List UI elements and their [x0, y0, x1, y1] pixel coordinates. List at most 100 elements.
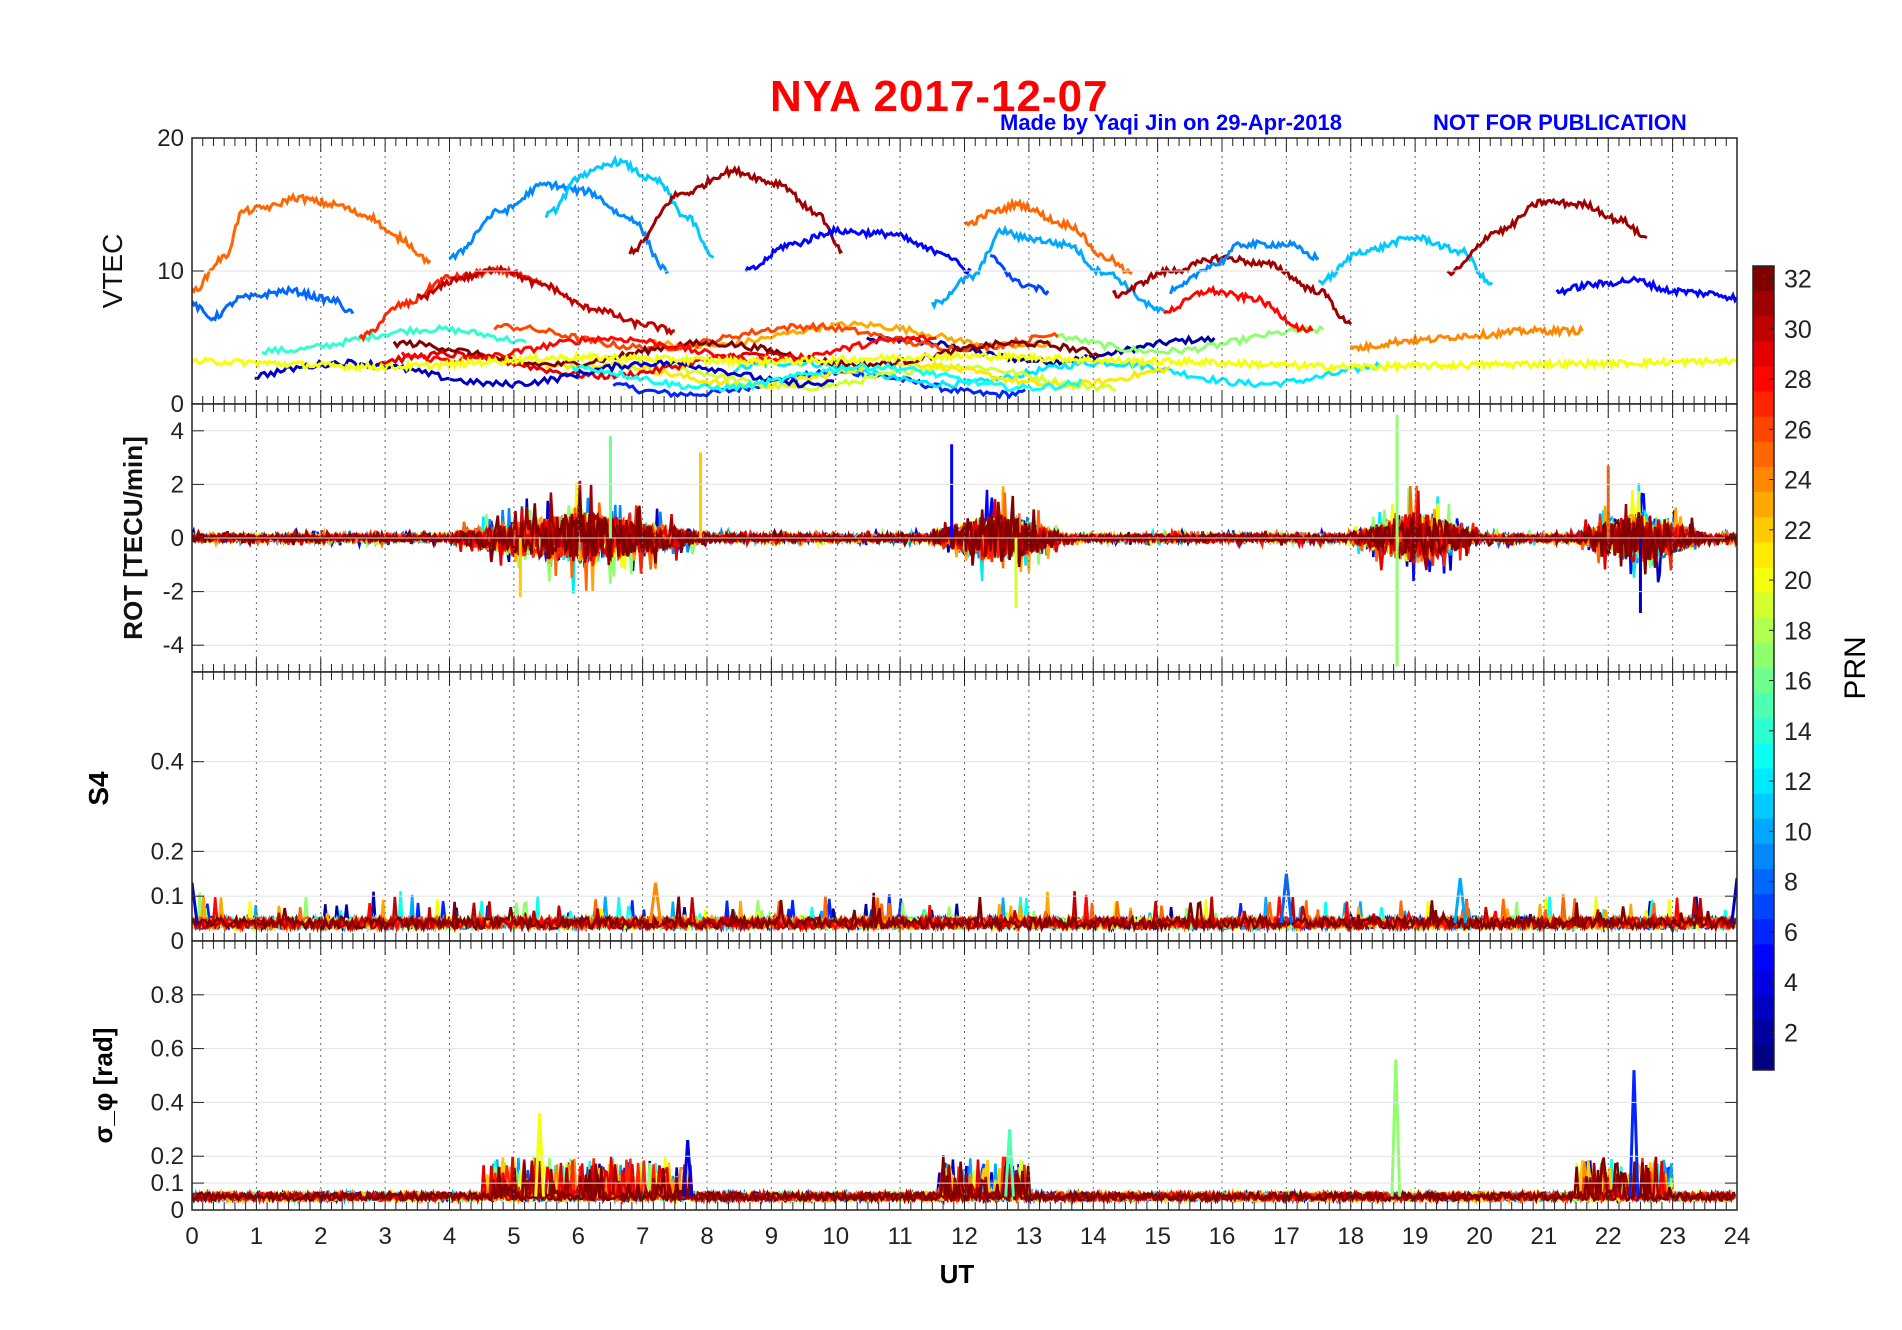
vtec-series-line: [261, 324, 527, 356]
x-tick-label: 19: [1402, 1223, 1429, 1250]
rot-y-tick-label: 2: [171, 471, 184, 498]
vtec-series-line: [392, 338, 1100, 371]
colorbar-swatch: [1753, 266, 1774, 292]
x-tick-label: 14: [1080, 1223, 1107, 1250]
sigma-phi-y-tick-label: 0.8: [151, 982, 184, 1009]
vtec-series-group: [192, 154, 1737, 400]
x-tick-label: 8: [700, 1223, 713, 1250]
x-tick-label: 16: [1209, 1223, 1236, 1250]
colorbar-swatch: [1753, 668, 1774, 694]
colorbar-tick-label: 22: [1784, 517, 1812, 545]
colorbar-swatch: [1753, 517, 1774, 543]
colorbar-tick-label: 12: [1784, 768, 1812, 796]
vtec-series-line: [1055, 324, 1325, 355]
colorbar-tick-label: 18: [1784, 617, 1812, 645]
s4-series-group: [192, 873, 1737, 934]
colorbar-swatch: [1753, 843, 1774, 870]
colorbar-swatch: [1753, 341, 1774, 367]
x-tick-label: 3: [378, 1223, 391, 1250]
colorbar-tick-label: 14: [1784, 718, 1812, 746]
vtec-series-line: [417, 264, 675, 337]
colorbar-label: PRN: [1839, 636, 1872, 699]
x-tick-label: 21: [1531, 1223, 1558, 1250]
s4-peak: [1279, 873, 1294, 924]
rot-y-tick-label: -4: [163, 632, 184, 659]
x-tick-label: 4: [443, 1223, 456, 1250]
colorbar-swatch: [1753, 718, 1774, 744]
x-tick-label: 22: [1595, 1223, 1622, 1250]
colorbar-tick-label: 32: [1784, 266, 1812, 294]
x-tick-label: 20: [1466, 1223, 1493, 1250]
colorbar-tick-label: 24: [1784, 467, 1812, 495]
sigma-phi-peak: [534, 1113, 545, 1197]
vtec-series-line: [1317, 233, 1493, 287]
sigma-phi-y-tick-label: 0.4: [151, 1089, 184, 1116]
x-tick-label: 17: [1273, 1223, 1300, 1250]
vtec-series-line: [571, 361, 1083, 393]
x-tick-label: 18: [1337, 1223, 1364, 1250]
x-tick-label: 0: [185, 1223, 198, 1250]
x-axis-label: UT: [940, 1259, 975, 1289]
s4-peak: [1453, 878, 1467, 924]
s4-peak: [1730, 878, 1737, 924]
sigma-phi-peak: [682, 1139, 694, 1197]
s4-panel: 0.4 0.2 0.1 0 S4: [83, 671, 1738, 955]
vtec-series-line: [1169, 237, 1320, 295]
vtec-series-line: [372, 349, 806, 381]
sigma-phi-y-tick-label: 0: [171, 1197, 184, 1224]
sigma-phi-y-tick-label: 0.6: [151, 1036, 184, 1063]
colorbar-tick-label: 8: [1784, 869, 1798, 897]
vtec-y-tick-label: 20: [157, 125, 184, 152]
s4-series-line: [192, 892, 1737, 934]
credit-text: Made by Yaqi Jin on 29-Apr-2018: [1000, 110, 1342, 135]
sigma-phi-peak: [1390, 1059, 1402, 1197]
s4-y-tick-label: 0.2: [151, 838, 184, 865]
colorbar-swatch: [1753, 291, 1774, 317]
colorbar-tick-label: 20: [1784, 567, 1812, 595]
colorbar-swatch: [1753, 492, 1774, 518]
colorbar-swatch: [1753, 693, 1774, 719]
sigma-phi-y-tick-label: 0.2: [151, 1143, 184, 1170]
vtec-y-tick-label: 10: [157, 258, 184, 285]
x-tick-label: 5: [507, 1223, 520, 1250]
colorbar-border: [1752, 265, 1775, 1071]
colorbar-swatch: [1753, 316, 1774, 342]
s4-peak: [192, 882, 199, 924]
colorbar-swatch: [1753, 391, 1774, 418]
vtec-series-line: [1446, 197, 1648, 277]
colorbar-swatch: [1753, 818, 1774, 845]
rot-y-tick-label: 0: [171, 525, 184, 552]
sigma-phi-y-tick-label: 0.1: [151, 1170, 184, 1197]
vtec-series-line: [744, 224, 972, 275]
sigma-phi-plot-area: [192, 941, 1737, 1210]
vtec-series-line: [544, 154, 715, 259]
x-tick-label: 6: [572, 1223, 585, 1250]
s4-y-tick-label: 0: [171, 928, 184, 955]
colorbar-swatch: [1753, 592, 1774, 619]
vtec-y-axis-label: VTEC: [97, 234, 128, 309]
x-tick-label: 12: [951, 1223, 978, 1250]
x-tick-label: 11: [888, 1223, 913, 1250]
figure-title: NYA 2017-12-07: [770, 72, 1109, 121]
s4-y-axis-label: S4: [83, 771, 114, 806]
vtec-series-line: [254, 358, 835, 390]
colorbar-swatch: [1753, 416, 1774, 443]
colorbar-swatch: [1753, 467, 1774, 493]
rot-y-tick-label: 4: [171, 418, 184, 445]
vtec-series-line: [668, 362, 1117, 393]
vtec-series-line: [1349, 323, 1584, 354]
colorbar-tick-label: 16: [1784, 668, 1812, 696]
colorbar-swatch: [1753, 441, 1774, 468]
vtec-series-line: [963, 197, 1133, 276]
colorbar-swatch: [1753, 617, 1774, 644]
vtec-series-line: [930, 224, 1166, 314]
colorbar-swatch: [1753, 743, 1774, 769]
sigma-phi-y-axis-label: σ_φ [rad]: [88, 1028, 118, 1144]
x-tick-label: 1: [250, 1223, 263, 1250]
vtec-series-line: [400, 334, 937, 365]
sigma-phi-panel: 0.80.60.40.20.100 1 2 3 4 5 6 7 8 9 10 11 12 13 14 15 16…: [88, 940, 1750, 1250]
vtec-panel: 0 10 20 VTEC: [97, 125, 1738, 418]
vtec-series-line: [192, 191, 432, 295]
